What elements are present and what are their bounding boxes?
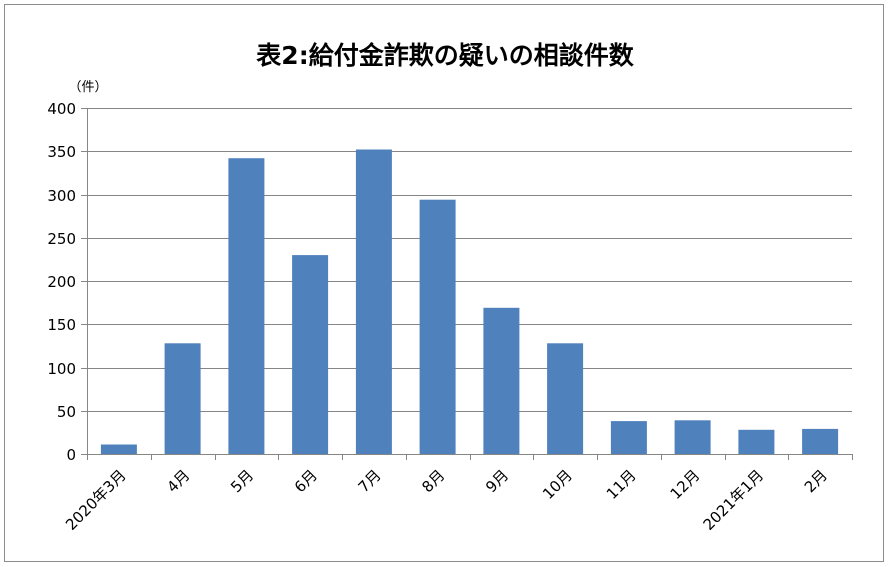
x-tick-label: 6月 bbox=[291, 466, 321, 496]
x-tick-label: 2020年3月 bbox=[62, 466, 130, 534]
bar bbox=[164, 343, 201, 454]
bar bbox=[100, 444, 137, 454]
bar bbox=[547, 343, 584, 454]
y-tick-label: 100 bbox=[47, 360, 76, 378]
bar bbox=[610, 421, 647, 454]
y-tick-label: 200 bbox=[47, 273, 76, 291]
bar bbox=[802, 428, 839, 454]
x-tick-label: 5月 bbox=[227, 466, 257, 496]
bar bbox=[738, 429, 775, 454]
x-tick-label: 2月 bbox=[801, 466, 831, 496]
x-tick-label: 2021年1月 bbox=[700, 466, 768, 534]
y-axis-unit-label: （件） bbox=[68, 80, 107, 95]
x-tick-label: 8月 bbox=[418, 466, 448, 496]
y-tick-label: 0 bbox=[66, 446, 76, 464]
bar bbox=[674, 420, 711, 454]
bar bbox=[483, 307, 520, 454]
bar bbox=[419, 199, 456, 454]
y-tick-label: 300 bbox=[47, 187, 76, 205]
bar bbox=[292, 255, 329, 454]
y-tick-label: 350 bbox=[47, 143, 76, 161]
x-tick-label: 7月 bbox=[355, 466, 385, 496]
x-tick-label: 11月 bbox=[603, 466, 640, 503]
x-tick-label: 10月 bbox=[539, 466, 576, 503]
y-tick-label: 150 bbox=[47, 316, 76, 334]
y-tick-label: 400 bbox=[47, 100, 76, 118]
bar bbox=[355, 149, 392, 454]
chart-title: 表2:給付金詐欺の疑いの相談件数 bbox=[256, 41, 634, 70]
y-tick-label: 250 bbox=[47, 230, 76, 248]
x-tick-label: 9月 bbox=[482, 466, 512, 496]
y-tick-label: 50 bbox=[57, 403, 76, 421]
bar bbox=[228, 158, 265, 454]
x-tick-label: 12月 bbox=[667, 466, 704, 503]
x-tick-label: 4月 bbox=[163, 466, 193, 496]
